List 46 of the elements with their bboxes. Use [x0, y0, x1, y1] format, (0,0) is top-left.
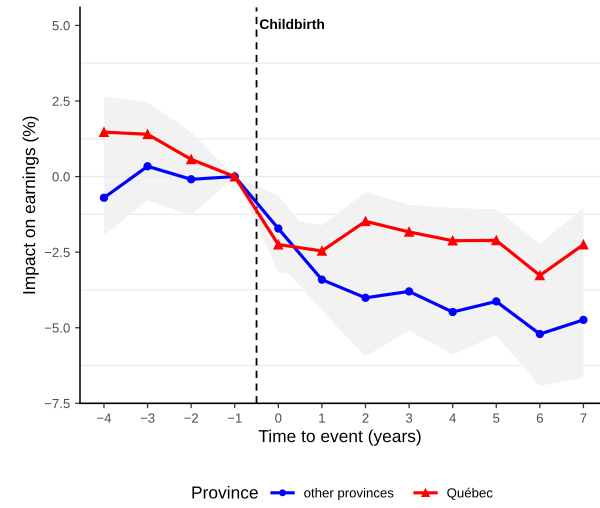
x-tick-label: 1	[319, 414, 325, 423]
point	[448, 308, 457, 316]
point	[273, 240, 284, 250]
legend-title: Province	[192, 486, 258, 499]
point	[492, 297, 500, 306]
point	[578, 240, 588, 250]
y-tick-label: 5.0	[52, 21, 70, 30]
point	[143, 162, 152, 170]
y-tick-label: 2.5	[52, 96, 70, 106]
x-tick-label: 5	[493, 414, 500, 423]
x-tick-label: −4	[97, 414, 112, 423]
x-tick-label: 6	[536, 413, 543, 423]
x-tick-label: −1	[228, 414, 242, 423]
x-tick-label: 2	[362, 413, 369, 423]
point	[361, 294, 370, 302]
y-axis-title: Impact on earnings (%)	[22, 116, 39, 294]
x-axis-title: Time to event (years)	[258, 429, 421, 446]
legend-label: Québec	[447, 488, 493, 500]
point	[186, 175, 196, 184]
point	[99, 127, 109, 138]
point	[317, 246, 327, 256]
point	[579, 316, 588, 324]
point	[100, 194, 108, 202]
legend-label: other provinces	[304, 488, 394, 500]
y-tick-label: 0.0	[52, 172, 70, 182]
x-tick-label: 0	[275, 413, 282, 423]
x-tick-label: 4	[449, 414, 456, 423]
point	[534, 270, 545, 280]
point	[404, 287, 414, 296]
point	[186, 154, 196, 164]
y-tick-label: −5.0	[44, 323, 70, 333]
y-tick-label: −7.5	[44, 399, 70, 408]
point	[404, 227, 414, 237]
ref-line-label: Childbirth	[260, 18, 324, 30]
point	[536, 330, 544, 338]
point	[274, 224, 282, 233]
point	[491, 236, 502, 246]
x-tick-label: 3	[406, 413, 412, 423]
x-tick-label: −2	[184, 413, 198, 423]
point	[142, 129, 152, 140]
point	[318, 275, 326, 284]
x-tick-label: −3	[140, 413, 154, 423]
x-tick-label: 7	[580, 414, 586, 423]
point	[360, 216, 370, 226]
point	[448, 236, 458, 246]
y-tick-label: −2.5	[44, 248, 70, 258]
